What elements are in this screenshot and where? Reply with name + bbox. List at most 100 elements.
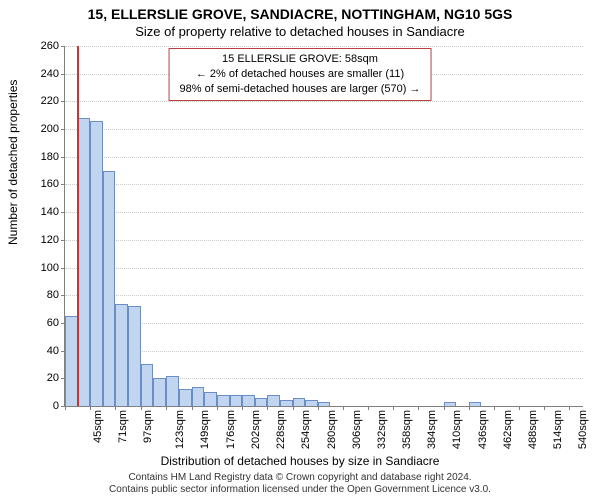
histogram-bar (217, 395, 230, 406)
xtick-mark (192, 406, 193, 410)
gridline (65, 184, 583, 185)
ytick-label: 40 (47, 345, 65, 357)
gridline (65, 212, 583, 213)
xtick-label: 280sqm (326, 410, 338, 449)
ytick-label: 180 (41, 151, 65, 163)
xtick-mark (368, 406, 369, 410)
attrib-line-2: Contains public sector information licen… (0, 484, 600, 496)
xtick-label: 149sqm (199, 410, 211, 449)
histogram-bar (179, 389, 192, 406)
xtick-label: 202sqm (250, 410, 262, 449)
property-marker (77, 46, 79, 406)
ytick-label: 120 (41, 234, 65, 246)
xtick-mark (444, 406, 445, 410)
xtick-mark (267, 406, 268, 410)
callout-line-3: 98% of semi-detached houses are larger (… (180, 82, 421, 97)
histogram-bar (115, 304, 128, 406)
xtick-label: 462sqm (502, 410, 514, 449)
xtick-label: 97sqm (142, 410, 154, 443)
histogram-bar (242, 395, 255, 406)
histogram-bar (318, 402, 331, 406)
xtick-mark (569, 406, 570, 410)
ytick-label: 240 (41, 68, 65, 80)
page-subtitle: Size of property relative to detached ho… (0, 24, 600, 39)
attrib-line-1: Contains HM Land Registry data © Crown c… (0, 472, 600, 484)
ytick-label: 80 (47, 289, 65, 301)
histogram-bar (305, 400, 318, 406)
xtick-label: 410sqm (452, 410, 464, 449)
xtick-mark (343, 406, 344, 410)
xtick-mark (544, 406, 545, 410)
xtick-label: 123sqm (174, 410, 186, 449)
histogram-bar (204, 392, 217, 406)
attribution-text: Contains HM Land Registry data © Crown c… (0, 472, 600, 496)
xtick-mark (166, 406, 167, 410)
ytick-label: 140 (41, 206, 65, 218)
ytick-label: 100 (41, 262, 65, 274)
y-axis-label: Number of detached properties (6, 80, 20, 245)
xtick-mark (393, 406, 394, 410)
gridline (65, 46, 583, 47)
histogram-bar (469, 402, 482, 406)
page-title: 15, ELLERSLIE GROVE, SANDIACRE, NOTTINGH… (0, 6, 600, 22)
xtick-mark (65, 406, 66, 410)
ytick-label: 0 (53, 400, 65, 412)
xtick-label: 358sqm (401, 410, 413, 449)
xtick-label: 228sqm (275, 410, 287, 449)
gridline (65, 157, 583, 158)
ytick-label: 200 (41, 123, 65, 135)
xtick-mark (217, 406, 218, 410)
callout-box: 15 ELLERSLIE GROVE: 58sqm ← 2% of detach… (169, 48, 432, 101)
gridline (65, 101, 583, 102)
gridline (65, 129, 583, 130)
histogram-bar (90, 121, 103, 406)
xtick-label: 306sqm (351, 410, 363, 449)
xtick-label: 176sqm (225, 410, 237, 449)
xtick-mark (318, 406, 319, 410)
xtick-label: 71sqm (117, 410, 129, 443)
callout-line-2: ← 2% of detached houses are smaller (11) (180, 67, 421, 82)
xtick-label: 254sqm (300, 410, 312, 449)
histogram-bar (444, 402, 457, 406)
xtick-label: 514sqm (552, 410, 564, 449)
histogram-bar (280, 400, 293, 406)
histogram-bar (255, 398, 268, 406)
xtick-label: 384sqm (426, 410, 438, 449)
x-axis-label: Distribution of detached houses by size … (0, 454, 600, 468)
xtick-label: 540sqm (577, 410, 589, 449)
xtick-label: 436sqm (477, 410, 489, 449)
xtick-mark (494, 406, 495, 410)
gridline (65, 351, 583, 352)
histogram-bar (128, 306, 141, 406)
histogram-bar (78, 118, 91, 406)
gridline (65, 240, 583, 241)
xtick-mark (141, 406, 142, 410)
xtick-mark (519, 406, 520, 410)
histogram-bar (293, 398, 306, 406)
callout-line-1: 15 ELLERSLIE GROVE: 58sqm (180, 52, 421, 67)
chart-container: 15, ELLERSLIE GROVE, SANDIACRE, NOTTINGH… (0, 0, 600, 500)
xtick-mark (90, 406, 91, 410)
gridline (65, 268, 583, 269)
gridline (65, 295, 583, 296)
ytick-label: 220 (41, 95, 65, 107)
ytick-label: 20 (47, 372, 65, 384)
xtick-mark (293, 406, 294, 410)
xtick-mark (115, 406, 116, 410)
ytick-label: 260 (41, 40, 65, 52)
histogram-bar (230, 395, 243, 406)
xtick-label: 332sqm (376, 410, 388, 449)
xtick-mark (418, 406, 419, 410)
xtick-label: 488sqm (527, 410, 539, 449)
histogram-bar (192, 387, 205, 406)
histogram-bar (153, 378, 166, 406)
xtick-mark (242, 406, 243, 410)
gridline (65, 323, 583, 324)
histogram-bar (141, 364, 154, 406)
ytick-label: 160 (41, 178, 65, 190)
xtick-label: 45sqm (92, 410, 104, 443)
histogram-bar (166, 376, 180, 406)
ytick-label: 60 (47, 317, 65, 329)
histogram-bar (267, 395, 280, 406)
xtick-mark (469, 406, 470, 410)
